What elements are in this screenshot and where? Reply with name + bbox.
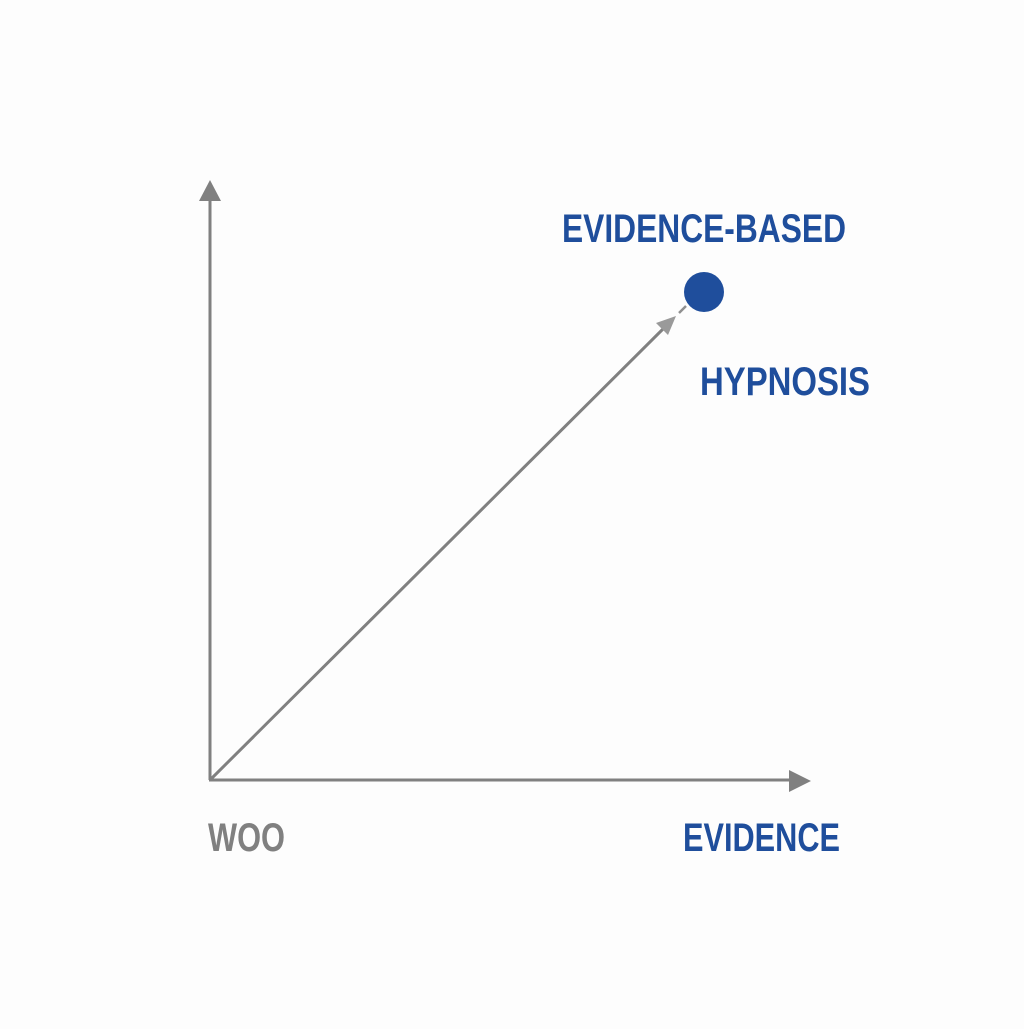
- hypnosis-point: [684, 272, 724, 312]
- hypnosis-label: HYPNOSIS: [700, 360, 870, 404]
- diagonal-arrow: [208, 322, 670, 782]
- dashed-connector: [678, 305, 687, 314]
- evidence-label: EVIDENCE: [683, 816, 840, 860]
- evidence-based-label: EVIDENCE-BASED: [562, 207, 846, 251]
- x-axis-arrowhead: [789, 770, 811, 792]
- diagonal-arrowhead: [656, 316, 676, 335]
- y-axis-arrowhead: [199, 180, 221, 201]
- woo-label: WOO: [208, 816, 285, 860]
